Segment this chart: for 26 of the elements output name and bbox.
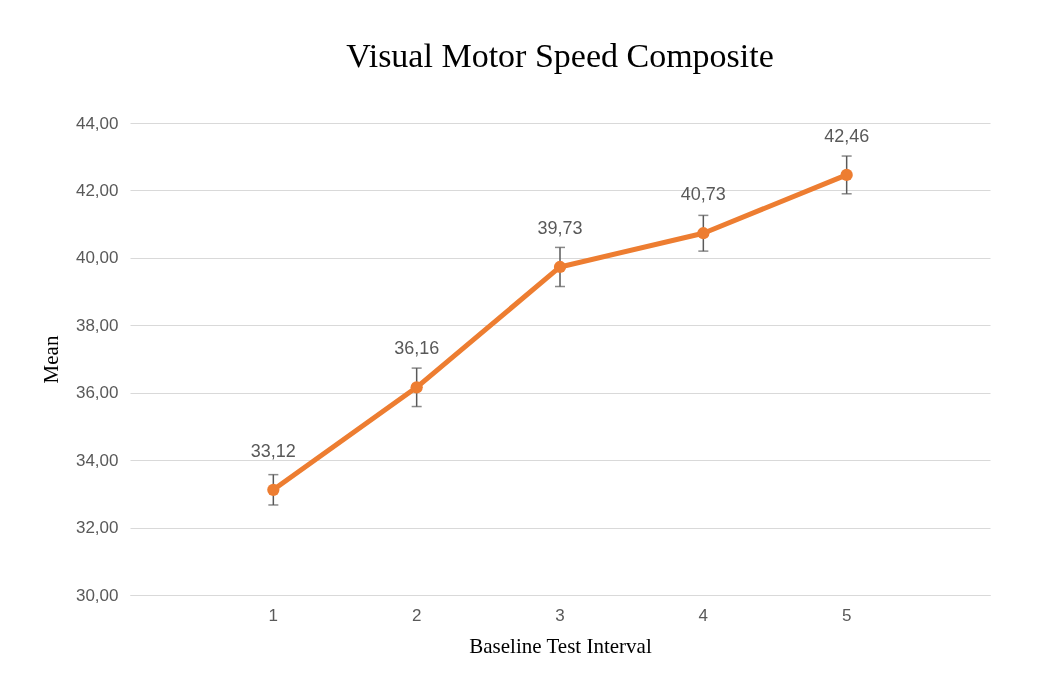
point: [840, 168, 853, 182]
data-label: 42,46: [824, 125, 870, 146]
y-tick-label: 44,00: [75, 113, 119, 133]
y-tick-label: 36,00: [75, 383, 119, 403]
point: [697, 227, 710, 240]
data-label: 33,12: [250, 440, 296, 461]
data-label: 36,16: [394, 338, 440, 359]
x-tick-label: 3: [555, 605, 565, 625]
y-axis-title: Mean: [38, 335, 63, 384]
point: [410, 381, 423, 394]
y-tick-label: 42,00: [75, 180, 119, 200]
point: [267, 483, 280, 496]
y-tick-label: 32,00: [75, 518, 119, 538]
data-label: 39,73: [537, 217, 583, 238]
y-tick-label: 34,00: [75, 450, 119, 470]
chart-title: Visual Motor Speed Composite: [346, 37, 774, 74]
data-label: 40,73: [680, 184, 726, 205]
x-tick-label: 4: [698, 605, 709, 625]
x-tick-label: 5: [841, 605, 852, 625]
point: [553, 260, 567, 274]
x-tick-label: 2: [411, 605, 422, 625]
y-tick-label: 40,00: [75, 248, 119, 268]
x-axis-title: Baseline Test Interval: [469, 633, 652, 658]
y-tick-label: 38,00: [75, 315, 119, 335]
y-tick-label: 30,00: [75, 585, 119, 605]
x-tick-label: 1: [268, 605, 279, 625]
